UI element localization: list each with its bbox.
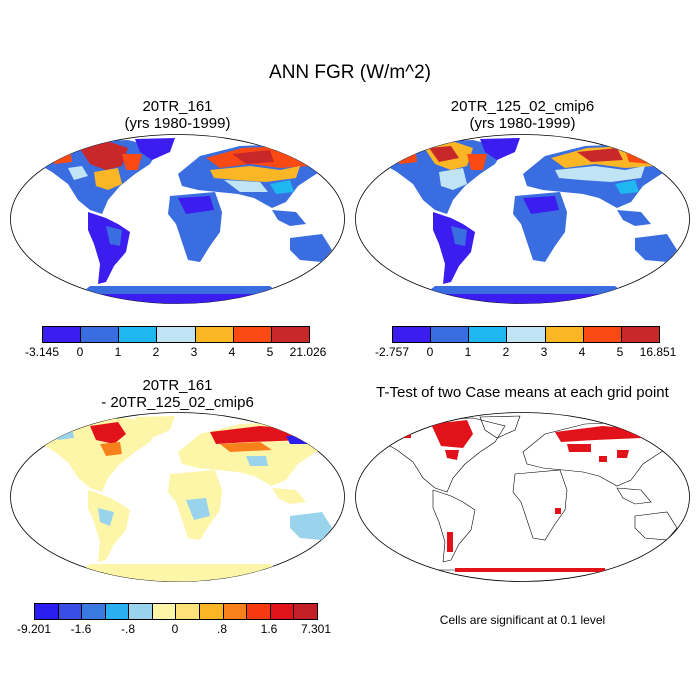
colorbar-label: 0: [76, 345, 84, 359]
colorbar-swatch: [81, 327, 120, 342]
panel3-title: 20TR_161 - 20TR_125_02_cmip6: [10, 377, 345, 411]
colorbar-label: 2: [502, 345, 510, 359]
panel4-title-text: T-Test of two Case means at each grid po…: [376, 384, 669, 401]
colorbar-swatch: [200, 604, 224, 619]
colorbar-label: 1.6: [260, 622, 278, 636]
colorbar-label: 3: [190, 345, 198, 359]
colorbar-swatch: [43, 327, 82, 342]
colorbar-swatch: [270, 604, 295, 619]
colorbar-swatch: [621, 327, 659, 342]
colorbar-label: 16.851: [639, 345, 677, 359]
colorbar-label: 0: [171, 622, 179, 636]
colorbar-label: 4: [578, 345, 586, 359]
panel1-title-years: (yrs 1980-1999): [124, 115, 231, 132]
map-difference: [10, 412, 345, 582]
map-case2: [355, 134, 690, 304]
colorbar-case1: [42, 326, 310, 343]
panel1-title-case: 20TR_161: [142, 98, 213, 115]
colorbar-swatch: [233, 327, 272, 342]
colorbar-label: 2: [152, 345, 160, 359]
colorbar-label: -2.757: [374, 345, 410, 359]
significant-cells: [395, 420, 667, 572]
panel4-title: T-Test of two Case means at each grid po…: [355, 384, 690, 401]
colorbar-case2: [392, 326, 660, 343]
colorbar-swatch: [82, 604, 106, 619]
colorbar-swatch: [294, 604, 317, 619]
colorbar-label: -.8: [120, 622, 136, 636]
colorbar-swatch: [119, 327, 158, 342]
colorbar-swatch: [105, 604, 130, 619]
colorbar-swatch: [469, 327, 508, 342]
colorbar-swatch: [271, 327, 309, 342]
colorbar-label: 1: [464, 345, 472, 359]
colorbar-swatch: [58, 604, 83, 619]
panel2-title: 20TR_125_02_cmip6 (yrs 1980-1999): [355, 98, 690, 132]
colorbar-swatch: [157, 327, 196, 342]
colorbar-swatch: [393, 327, 432, 342]
colorbar-label: 3: [540, 345, 548, 359]
figure-title: ANN FGR (W/m^2): [269, 62, 431, 83]
colorbar-label: 21.026: [289, 345, 327, 359]
colorbar-swatch: [507, 327, 546, 342]
colorbar-label: -9.201: [16, 622, 52, 636]
colorbar-label: 1: [114, 345, 122, 359]
panel2-title-years: (yrs 1980-1999): [469, 115, 576, 132]
colorbar-label: -1.6: [70, 622, 92, 636]
colorbar-swatch: [195, 327, 234, 342]
colorbar-label: 7.301: [300, 622, 332, 636]
colorbar-swatch: [223, 604, 248, 619]
colorbar-label: 5: [616, 345, 624, 359]
colorbar-swatch: [583, 327, 622, 342]
panel1-title: 20TR_161 (yrs 1980-1999): [10, 98, 345, 132]
colorbar-swatch: [247, 604, 271, 619]
colorbar-label: .8: [216, 622, 228, 636]
colorbar-swatch: [176, 604, 201, 619]
colorbar-swatch: [431, 327, 470, 342]
colorbar-label: 4: [228, 345, 236, 359]
panel3-title-case2: - 20TR_125_02_cmip6: [101, 394, 254, 411]
panel2-title-case: 20TR_125_02_cmip6: [450, 98, 595, 115]
land-layer: [10, 138, 345, 304]
map-ttest: [355, 412, 690, 582]
colorbar-label: 5: [266, 345, 274, 359]
colorbar-label: 0: [426, 345, 434, 359]
colorbar-difference: [34, 603, 318, 620]
colorbar-swatch: [35, 604, 59, 619]
panel3-title-case1: 20TR_161: [142, 377, 213, 394]
significance-note: Cells are significant at 0.1 level: [439, 613, 606, 627]
map-case1: [10, 134, 345, 304]
colorbar-label: -3.145: [24, 345, 60, 359]
colorbar-swatch: [545, 327, 584, 342]
colorbar-swatch: [152, 604, 177, 619]
colorbar-swatch: [129, 604, 153, 619]
